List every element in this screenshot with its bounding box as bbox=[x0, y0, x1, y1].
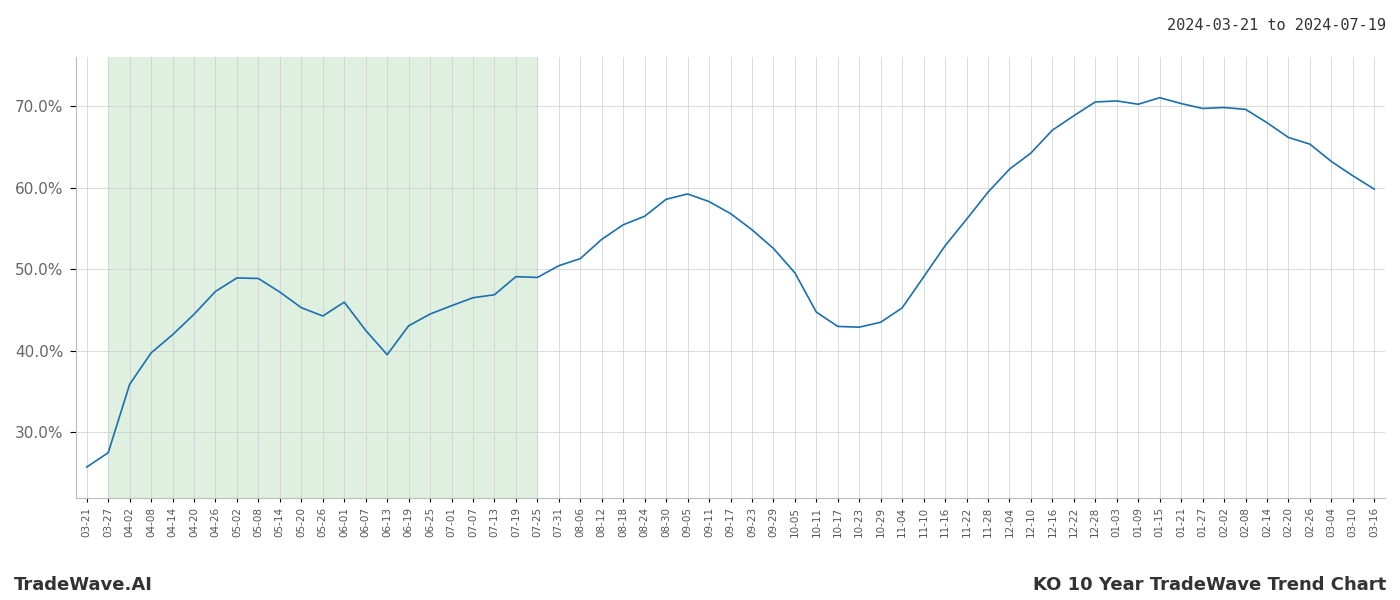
Text: TradeWave.AI: TradeWave.AI bbox=[14, 576, 153, 594]
Bar bbox=[108, 57, 538, 498]
Text: 2024-03-21 to 2024-07-19: 2024-03-21 to 2024-07-19 bbox=[1168, 18, 1386, 33]
Text: KO 10 Year TradeWave Trend Chart: KO 10 Year TradeWave Trend Chart bbox=[1033, 576, 1386, 594]
